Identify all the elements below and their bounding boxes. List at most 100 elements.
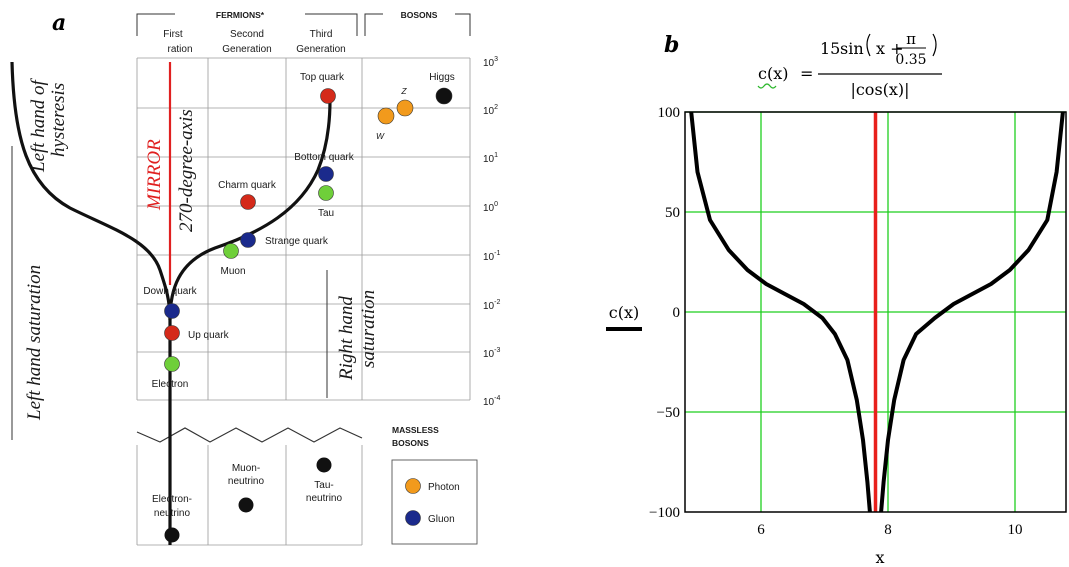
x-axis-label: x	[875, 548, 884, 567]
muon-ball	[223, 243, 239, 259]
tau-neutrino-label-1: Tau-	[314, 480, 333, 491]
muon-label: Muon	[220, 266, 245, 277]
top-quark-ball	[320, 88, 336, 104]
fermions-label: FERMIONS*	[216, 10, 265, 20]
higgs-ball	[435, 87, 453, 105]
photon-legend-label: Photon	[428, 482, 460, 493]
down-quark-label: Down quark	[143, 286, 197, 297]
formula-open-paren	[866, 33, 871, 57]
charm-quark-label: Charm quark	[218, 180, 277, 191]
y-tick-label: 0	[673, 305, 681, 321]
right-saturation-label-1: Right hand	[336, 296, 357, 381]
gluon-legend-label: Gluon	[428, 514, 455, 525]
bosons-bracket	[364, 13, 471, 36]
particles: Top quark Bottom quark Tau Charm quark S…	[143, 72, 455, 543]
x-tick-label: 6	[757, 522, 765, 538]
z-boson-ball	[396, 99, 414, 117]
scale-tick: 10-1	[483, 250, 500, 263]
y-tick-label: −100	[649, 505, 680, 521]
scale-tick: 102	[483, 104, 498, 117]
legend-box	[391, 459, 478, 545]
scale-break-zigzag	[136, 427, 363, 443]
series-line-2	[879, 111, 1065, 513]
x-tick-label: 8	[884, 522, 892, 538]
formula-num-coef: 15	[820, 39, 840, 58]
photon-swatch	[405, 478, 421, 494]
strange-quark-ball	[240, 232, 256, 248]
electron-neutrino-ball	[164, 527, 180, 543]
scale-tick: 100	[483, 201, 498, 214]
table-grid	[136, 57, 471, 546]
scale-tick: 10-3	[483, 347, 500, 360]
bosons-label: BOSONS	[401, 10, 438, 20]
z-boson-label: Z	[400, 86, 407, 96]
y-tick-label: −50	[657, 405, 680, 421]
left-hysteresis-label-2: hysteresis	[48, 83, 69, 157]
y-tick-label: 50	[665, 205, 680, 221]
formula-close-paren	[932, 33, 937, 57]
scale-tick: 10-2	[483, 299, 500, 312]
formula-pi: π	[906, 30, 916, 48]
top-quark-label: Top quark	[300, 72, 345, 83]
panel-a: a FERMIONS* BOSONS First ration Second G…	[10, 10, 500, 546]
formula-den: |cos(x)|	[850, 80, 909, 99]
spellcheck-squiggle	[757, 83, 777, 89]
formula-num-x: x +	[876, 39, 904, 58]
up-quark-label: Up quark	[188, 330, 230, 341]
electron-neutrino-label-1: Electron-	[152, 494, 192, 505]
formula-lhs: c(x)	[758, 64, 788, 83]
formula-num-fn: sin	[840, 39, 864, 58]
gen3-label-2: Generation	[296, 44, 345, 55]
axis-label: 270-degree-axis	[176, 109, 197, 232]
formula-equals: =	[800, 64, 813, 83]
plot-area	[684, 111, 1067, 513]
fermions-bracket	[136, 13, 358, 36]
strange-quark-label: Strange quark	[265, 236, 329, 247]
electron-ball	[164, 356, 180, 372]
formula: c(x) = 15 sin x + π 0.35 |cos(x)|	[757, 30, 942, 99]
massless-bosons-label-1: MASSLESS	[392, 425, 439, 435]
tau-neutrino-ball	[316, 457, 332, 473]
bottom-quark-ball	[318, 166, 334, 182]
gen2-label-2: Generation	[222, 44, 271, 55]
up-quark-ball	[164, 325, 180, 341]
massless-bosons-label-2: BOSONS	[392, 438, 429, 448]
muon-neutrino-ball	[238, 497, 254, 513]
tau-label: Tau	[318, 208, 334, 219]
down-quark-ball	[164, 303, 180, 319]
tau-ball	[318, 185, 334, 201]
gluon-swatch	[405, 510, 421, 526]
y-axis-label: c(x)	[609, 303, 639, 322]
plot-frame	[684, 111, 1067, 513]
hysteresis-curve-right	[168, 99, 332, 321]
scale-tick: 10-4	[483, 395, 500, 408]
w-boson-label: W	[376, 131, 385, 141]
boson-legend: Photon Gluon	[391, 459, 478, 545]
scale-tick: 103	[483, 56, 498, 69]
y-tick-label: 100	[658, 105, 681, 121]
left-hysteresis-label-1: Left hand of	[28, 77, 49, 173]
gen2-label-1: Second	[230, 29, 264, 40]
charm-quark-ball	[240, 194, 256, 210]
muon-neutrino-label-2: neutrino	[228, 476, 265, 487]
hysteresis-curve-left	[10, 61, 172, 545]
w-boson-ball	[377, 107, 395, 125]
formula-denom-inner: 0.35	[895, 52, 926, 68]
electron-label: Electron	[152, 379, 189, 390]
panel-b-label: b	[664, 32, 679, 58]
scale-ticks: 103 102 101 100 10-1 10-2 10-3 10-4	[483, 56, 500, 408]
muon-neutrino-label-1: Muon-	[232, 463, 260, 474]
right-saturation-label-2: saturation	[358, 290, 379, 368]
electron-neutrino-label-2: neutrino	[154, 508, 191, 519]
gen1-label-1: First	[163, 29, 183, 40]
gen3-label-1: Third	[310, 29, 333, 40]
gen1-label-2: ration	[167, 44, 192, 55]
panel-a-label: a	[52, 10, 66, 36]
left-saturation-label: Left hand saturation	[24, 265, 45, 421]
panel-b: b c(x) = 15 sin x + π 0.35 |cos(x)| c(x)…	[606, 30, 1067, 567]
x-tick-label: 10	[1008, 522, 1023, 538]
mirror-label: MIRROR	[144, 139, 165, 211]
higgs-label: Higgs	[429, 72, 455, 83]
tau-neutrino-label-2: neutrino	[306, 493, 343, 504]
